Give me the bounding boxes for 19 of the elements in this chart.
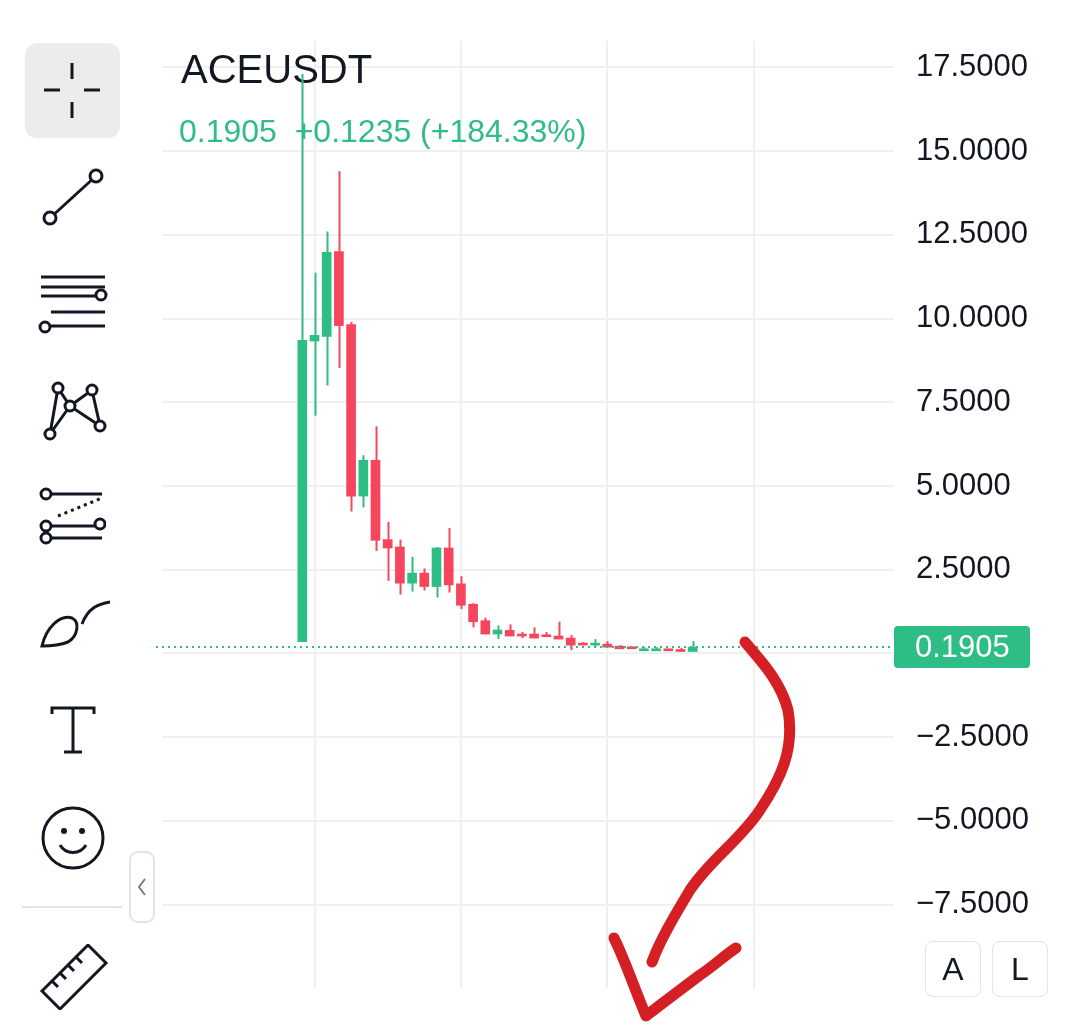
y-tick-label: −2.5000 [916, 717, 1029, 753]
y-tick-label: 2.5000 [916, 550, 1011, 586]
candlestick [419, 567, 430, 592]
y-tick-label: −7.5000 [916, 885, 1029, 921]
text: A [925, 941, 981, 997]
candlestick [468, 602, 478, 629]
candlestick [382, 520, 393, 582]
y-tick-label: −5.0000 [916, 801, 1029, 837]
y-tick-label: 17.5000 [916, 47, 1029, 83]
text: L [992, 941, 1048, 997]
y-tick-label: 5.0000 [916, 466, 1011, 502]
candlestick [456, 575, 466, 610]
y-tick-label: 10.0000 [916, 299, 1029, 335]
candlestick [407, 555, 417, 593]
chart-title: ACEUSDT [181, 47, 373, 91]
y-tick-label: 15.0000 [916, 131, 1029, 167]
ref-line-label: 0.1905 [915, 628, 1010, 664]
y-tick-label: 12.5000 [916, 215, 1029, 251]
y-tick-label: 7.5000 [916, 382, 1011, 418]
